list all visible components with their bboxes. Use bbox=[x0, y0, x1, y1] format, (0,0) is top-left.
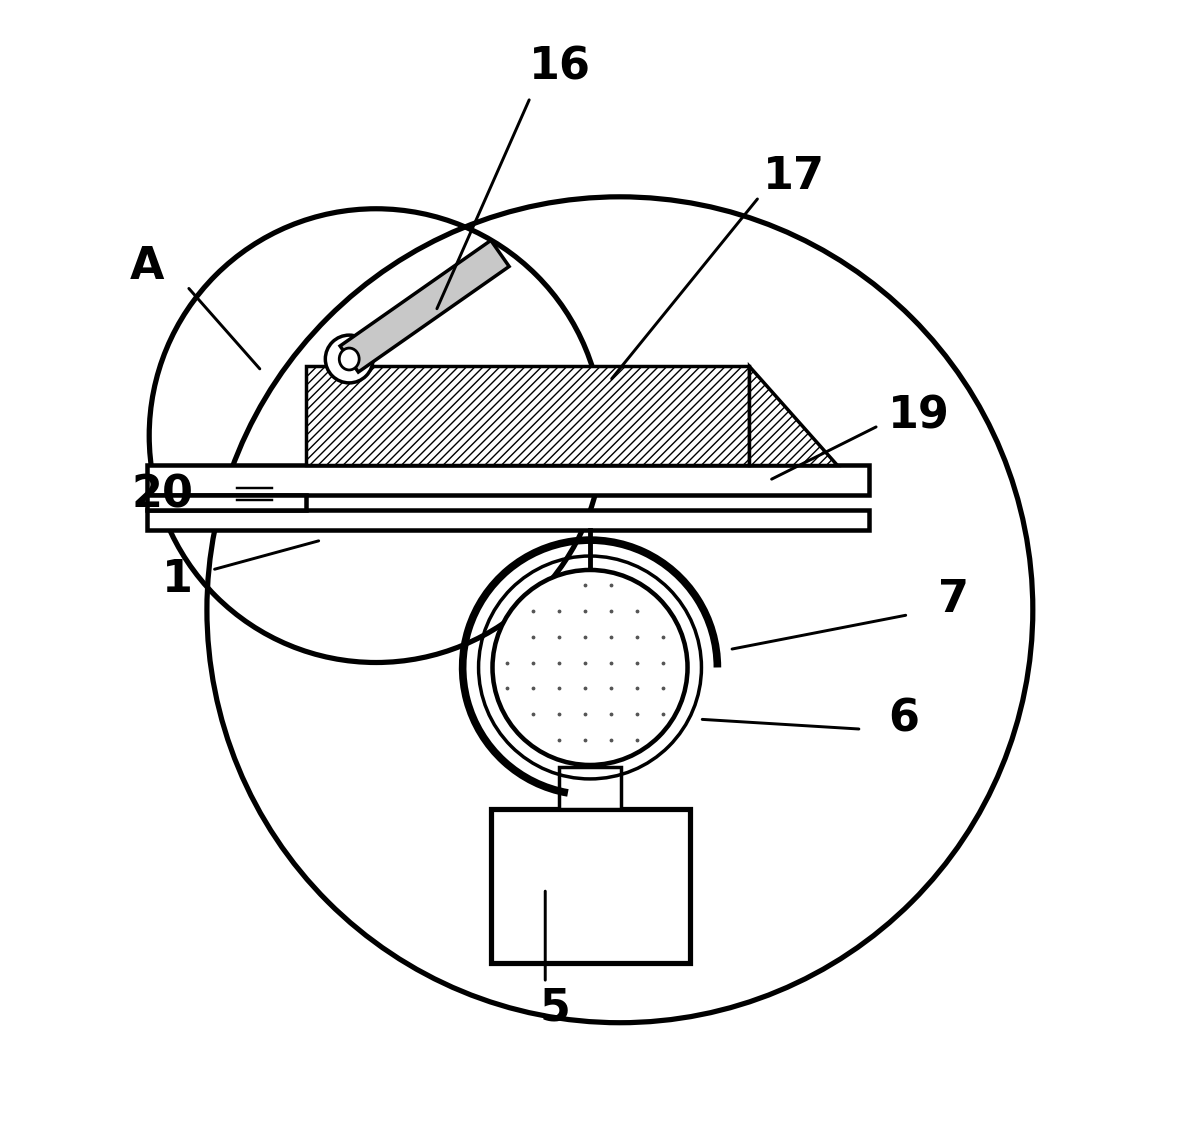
Polygon shape bbox=[340, 241, 509, 372]
Text: 20: 20 bbox=[132, 474, 193, 517]
Text: 17: 17 bbox=[763, 155, 825, 199]
Bar bbox=[491, 809, 689, 963]
Text: 19: 19 bbox=[887, 395, 949, 437]
Circle shape bbox=[492, 570, 688, 765]
Text: 5: 5 bbox=[540, 986, 570, 1030]
Bar bbox=[559, 767, 620, 809]
Bar bbox=[306, 366, 750, 465]
Text: A: A bbox=[130, 245, 165, 288]
Bar bbox=[147, 465, 868, 496]
Polygon shape bbox=[750, 366, 837, 465]
Text: 7: 7 bbox=[938, 579, 969, 622]
Text: 1: 1 bbox=[161, 559, 192, 601]
Bar bbox=[147, 510, 868, 531]
Text: 16: 16 bbox=[529, 46, 591, 89]
Ellipse shape bbox=[339, 348, 359, 370]
Bar bbox=[147, 496, 306, 510]
Circle shape bbox=[325, 335, 374, 383]
Text: 6: 6 bbox=[888, 698, 919, 741]
